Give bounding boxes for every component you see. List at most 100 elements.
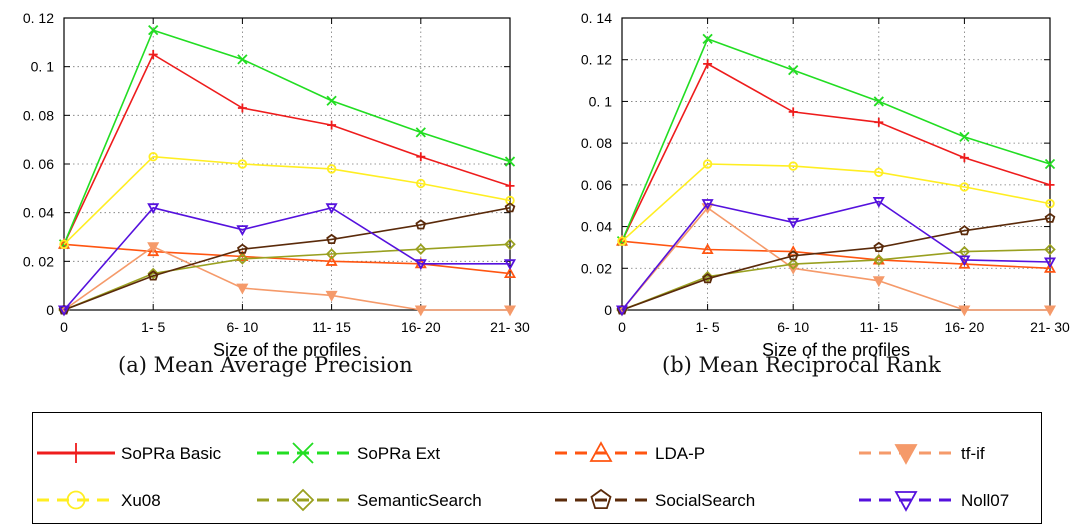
charts-area: 0 0. 02 0. 04 0. 06 0. 08 0. 1 0. 12 0 1- 5 6- 10…: [23, 10, 1070, 360]
data-point: [504, 238, 516, 251]
y-tick-label: 0. 14: [581, 10, 612, 26]
data-point: [788, 65, 799, 76]
data-point: [873, 254, 885, 266]
legend-label: LDA-P: [655, 444, 705, 463]
data-point: [237, 54, 248, 65]
data-point: [147, 270, 159, 281]
data-point: [57, 305, 71, 317]
data-point: [872, 197, 885, 208]
data-point: [237, 159, 248, 169]
y-tick-label: 0: [46, 302, 54, 318]
x-tick-label: 0: [618, 319, 626, 335]
legend-marker: [292, 442, 314, 464]
data-point: [1044, 243, 1056, 256]
series-lda-p: [615, 234, 1057, 273]
series-sopra-basic: [617, 59, 1055, 246]
data-point: [505, 181, 515, 191]
data-point: [702, 159, 713, 169]
data-point: [414, 259, 427, 271]
y-tick-label: 0. 04: [581, 219, 612, 235]
plot-frame: [63, 17, 511, 311]
data-point: [702, 33, 713, 44]
data-point: [959, 153, 969, 163]
legend-label: Noll07: [961, 491, 1009, 510]
legend-entry-noll07: Noll07: [859, 491, 1009, 512]
data-point: [148, 151, 158, 162]
legend-marker: [894, 491, 918, 512]
series-xu08: [617, 159, 1055, 246]
data-point: [326, 95, 337, 106]
data-point: [701, 270, 714, 283]
data-point: [325, 203, 338, 215]
series-line: [63, 243, 511, 275]
data-point: [1043, 261, 1057, 273]
series-line: [621, 217, 1051, 311]
data-point: [326, 233, 337, 244]
data-point: [236, 253, 249, 265]
data-point: [327, 120, 337, 130]
series-line: [63, 207, 511, 311]
series-tf-if: [57, 242, 517, 317]
x-tick-label: 21- 30: [1030, 319, 1070, 335]
y-tick-label: 0. 08: [23, 107, 54, 123]
series-line: [63, 243, 511, 311]
series-sopra-basic: [59, 50, 515, 249]
y-tick-label: 0. 08: [581, 135, 612, 151]
data-point: [236, 283, 249, 295]
x-tick-label: 6- 10: [226, 319, 258, 335]
series-lda-p: [57, 237, 517, 278]
data-point: [326, 164, 337, 174]
data-point: [702, 273, 713, 284]
legend-marker: [66, 443, 86, 463]
legend-entry-sopra-ext: SoPRa Ext: [257, 442, 440, 464]
x-tick-label: 16- 20: [945, 319, 985, 335]
legend-marker: [291, 488, 315, 512]
data-point: [416, 178, 426, 189]
chart-mrr: 0 0. 02 0. 04 0. 06 0. 08 0. 1 0. 12 0. 14 0 1- 5…: [581, 10, 1070, 360]
series-line: [621, 62, 1051, 242]
data-point: [148, 25, 159, 36]
data-point: [147, 267, 159, 280]
series-sopra-ext: [58, 25, 516, 250]
legend-label: Xu08: [121, 491, 161, 510]
series-socialsearch: [616, 212, 1056, 315]
y-tick-label: 0. 02: [581, 260, 612, 276]
x-tick-label: 11- 15: [859, 319, 898, 335]
y-tick-label: 0. 1: [31, 59, 55, 75]
data-point: [414, 305, 427, 317]
y-tick-label: 0. 02: [23, 253, 54, 269]
data-point: [325, 248, 338, 260]
y-tick-label: 0. 04: [23, 205, 54, 221]
data-point: [237, 103, 247, 113]
data-point: [416, 152, 426, 162]
data-point: [958, 305, 971, 317]
data-point: [148, 50, 158, 59]
data-point: [503, 267, 517, 278]
data-point: [703, 59, 713, 69]
data-point: [415, 219, 427, 230]
data-point: [788, 107, 798, 117]
legend-label: SocialSearch: [655, 491, 755, 510]
data-point: [788, 161, 798, 171]
data-point: [1043, 257, 1057, 269]
series-line: [621, 37, 1051, 242]
data-point: [147, 245, 160, 257]
caption-map: (a) Mean Average Precision: [118, 353, 413, 377]
data-point: [1044, 158, 1056, 170]
x-tick-label: 21- 30: [490, 319, 530, 335]
x-axis-label: Size of the profiles: [762, 340, 910, 360]
data-point: [615, 305, 629, 317]
data-point: [147, 242, 160, 254]
data-point: [1045, 180, 1055, 190]
series-line: [621, 163, 1051, 242]
legend-entry-semanticsearch: SemanticSearch: [257, 488, 482, 512]
series-line: [63, 155, 511, 245]
legend: SoPRa Basic SoPRa Ext LDA-P tf-if Xu08 Semant…: [32, 412, 1042, 524]
data-point: [787, 250, 799, 261]
data-point: [959, 182, 970, 192]
legend-label: SoPRa Ext: [357, 444, 440, 463]
legend-entries: SoPRa Basic SoPRa Ext LDA-P tf-if Xu08 Semant…: [37, 441, 1009, 512]
series-line: [621, 206, 1050, 311]
data-point: [415, 127, 426, 138]
data-point: [787, 258, 799, 270]
